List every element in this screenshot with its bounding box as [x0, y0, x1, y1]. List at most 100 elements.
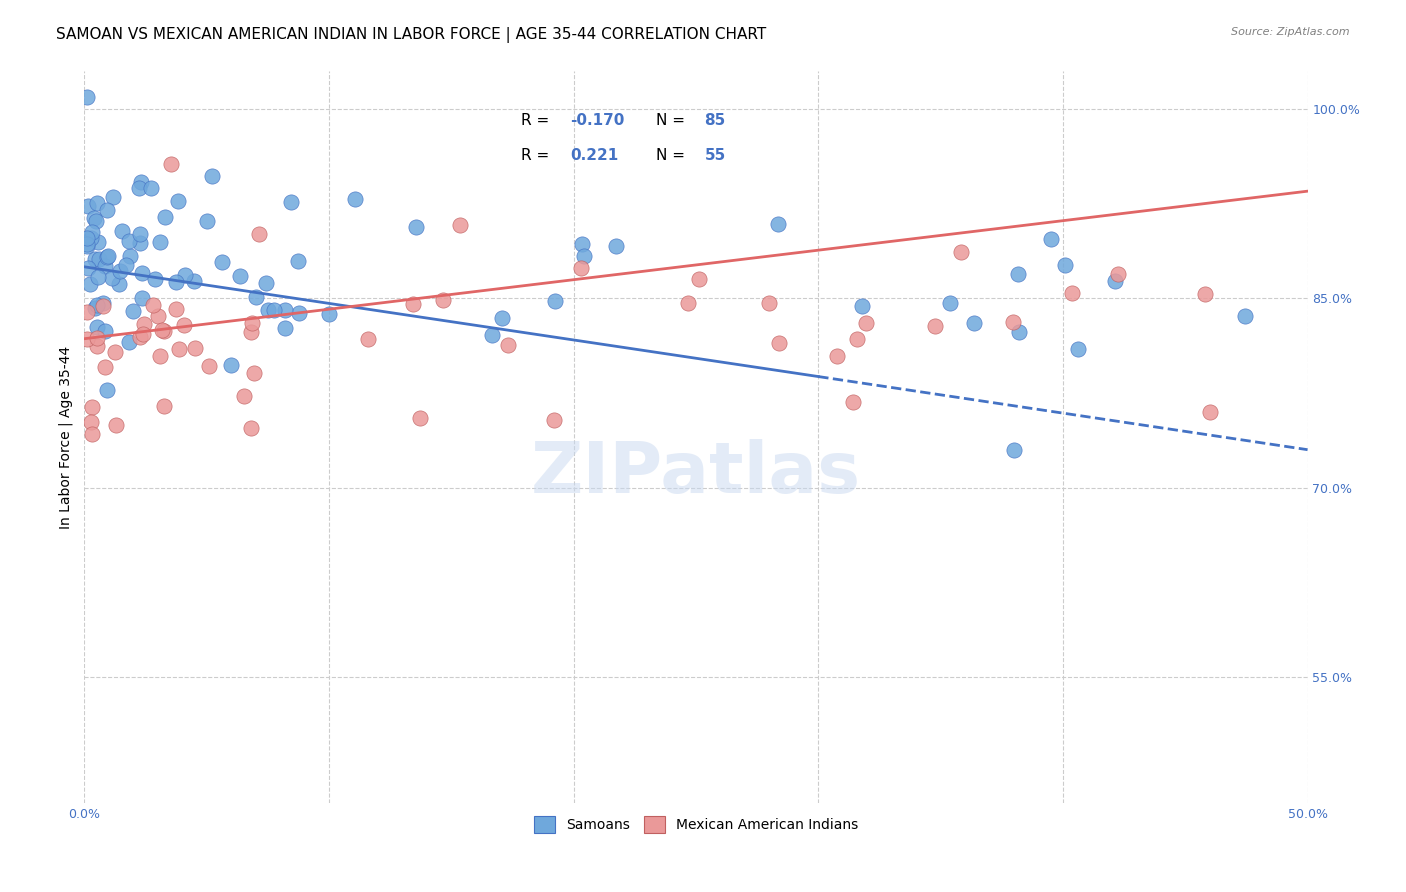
Point — [118, 249, 141, 263]
Point — [254, 277, 277, 291]
Point — [247, 227, 270, 241]
Point — [1007, 267, 1029, 281]
Point — [569, 261, 592, 276]
Point — [76, 239, 98, 253]
Point — [86, 331, 108, 345]
Point — [167, 194, 190, 209]
Text: -0.170: -0.170 — [569, 113, 624, 128]
Point — [96, 383, 118, 397]
Text: Source: ZipAtlas.com: Source: ZipAtlas.com — [1232, 27, 1350, 37]
Point — [77, 260, 100, 275]
Point — [357, 332, 380, 346]
Point — [1002, 442, 1025, 457]
Point — [129, 227, 152, 241]
Point — [128, 181, 150, 195]
Point — [1039, 231, 1062, 245]
Point — [274, 303, 297, 318]
Point — [132, 318, 155, 332]
Point — [146, 309, 169, 323]
Point — [149, 235, 172, 249]
Point — [183, 274, 205, 288]
Point — [851, 299, 873, 313]
Point — [153, 399, 176, 413]
Point — [543, 412, 565, 426]
Point — [91, 300, 114, 314]
Point — [86, 319, 108, 334]
Point — [87, 252, 110, 266]
Point — [449, 218, 471, 232]
Point — [1067, 343, 1090, 357]
Text: R =: R = — [522, 148, 554, 163]
Point — [924, 318, 946, 333]
Point — [96, 250, 118, 264]
Point — [139, 180, 162, 194]
Point — [174, 268, 197, 282]
Point — [87, 235, 110, 250]
Point — [544, 293, 567, 308]
Point — [1008, 325, 1031, 339]
Point — [153, 210, 176, 224]
Point — [201, 169, 224, 183]
Point — [76, 236, 98, 251]
Point — [240, 420, 263, 434]
Point — [481, 328, 503, 343]
Point — [1233, 309, 1256, 323]
Point — [846, 332, 869, 346]
Point — [219, 358, 242, 372]
Point — [108, 277, 131, 291]
Text: 85: 85 — [704, 113, 725, 128]
Point — [855, 316, 877, 330]
Point — [108, 264, 131, 278]
Text: N =: N = — [655, 113, 689, 128]
Point — [432, 293, 454, 308]
Point — [128, 330, 150, 344]
Point — [173, 318, 195, 332]
Point — [86, 195, 108, 210]
Point — [405, 219, 427, 234]
Text: N =: N = — [655, 148, 689, 163]
Point — [97, 249, 120, 263]
Point — [79, 230, 101, 244]
Point — [676, 296, 699, 310]
Point — [129, 175, 152, 189]
Point — [688, 272, 710, 286]
Point — [572, 248, 595, 262]
Point — [76, 332, 98, 346]
Point — [77, 199, 100, 213]
Point — [80, 401, 103, 415]
Point — [83, 252, 105, 266]
Point — [1198, 405, 1220, 419]
Point — [1194, 286, 1216, 301]
Point — [86, 339, 108, 353]
Point — [257, 303, 280, 318]
Point — [240, 325, 263, 339]
Point — [159, 156, 181, 170]
Point — [101, 270, 124, 285]
Text: 55: 55 — [704, 148, 725, 163]
Point — [93, 360, 115, 375]
Point — [165, 275, 187, 289]
Point — [86, 298, 108, 312]
Point — [149, 349, 172, 363]
Point — [76, 89, 98, 103]
Point — [496, 338, 519, 352]
Point — [273, 320, 295, 334]
Point — [229, 269, 252, 284]
Point — [287, 306, 309, 320]
Point — [76, 230, 98, 244]
Point — [233, 389, 256, 403]
Point — [131, 267, 153, 281]
Point — [117, 234, 139, 248]
Point — [1002, 315, 1025, 329]
Point — [96, 203, 118, 218]
Point — [962, 316, 984, 330]
Point — [94, 260, 117, 274]
Point — [939, 295, 962, 310]
Point — [104, 418, 127, 433]
Point — [150, 323, 173, 337]
Point — [195, 214, 218, 228]
Point — [143, 271, 166, 285]
Point — [142, 298, 165, 312]
Point — [768, 336, 790, 351]
Point — [91, 296, 114, 310]
